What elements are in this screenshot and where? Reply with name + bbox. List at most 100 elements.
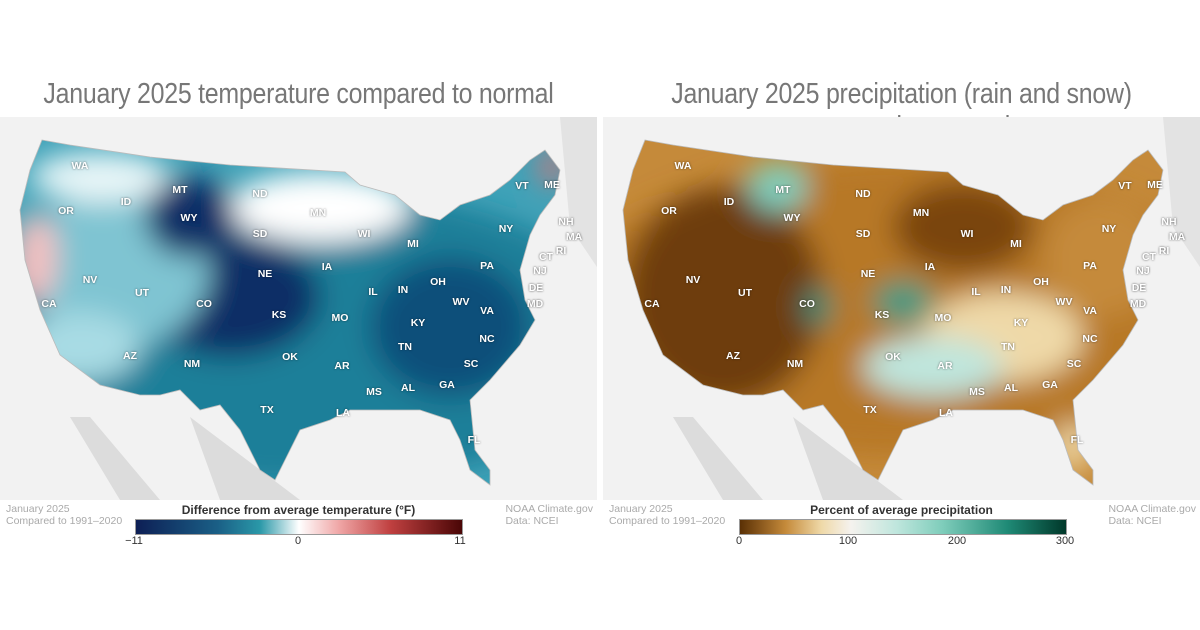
credit-text: NOAA Climate.gov — [1108, 503, 1196, 515]
state-label-nc: NC — [1082, 333, 1098, 345]
state-label-nh: NH — [558, 216, 574, 228]
state-label-ms: MS — [366, 386, 382, 398]
state-label-nj: NJ — [533, 265, 547, 277]
state-label-nm: NM — [786, 358, 804, 370]
precipitation-tick: 200 — [947, 535, 967, 547]
us-outline — [622, 139, 1164, 486]
anomaly-field — [623, 140, 1163, 485]
credit-text: NOAA Climate.gov — [505, 503, 593, 515]
state-label-mn: MN — [912, 207, 930, 219]
state-label-id: ID — [723, 196, 735, 208]
precipitation-tick: 0 — [735, 535, 743, 547]
state-label-oh: OH — [430, 276, 446, 288]
us-map-svg — [622, 117, 1200, 500]
anomaly-region — [20, 212, 57, 302]
state-label-fl: FL — [1070, 434, 1084, 446]
state-label-tx: TX — [863, 404, 877, 416]
precipitation-map: WA OR ID MT WY ND SD MN WI MI IA NE NV UT CO KS MO IL IN OH… — [603, 117, 1200, 500]
state-label-ga: GA — [1042, 379, 1058, 391]
state-label-me: ME — [544, 179, 560, 191]
state-label-de: DE — [1131, 282, 1147, 294]
state-label-ne: NE — [860, 268, 876, 280]
state-label-ne: NE — [257, 268, 273, 280]
state-label-az: AZ — [726, 350, 740, 362]
state-label-ok: OK — [282, 351, 298, 363]
state-label-co: CO — [196, 298, 212, 310]
state-label-mt: MT — [172, 184, 188, 196]
state-label-ct: CT — [539, 251, 553, 263]
state-label-fl: FL — [467, 434, 481, 446]
anomaly-region — [30, 152, 170, 202]
mexico-land — [673, 417, 903, 500]
state-label-me: ME — [1147, 179, 1163, 191]
state-label-ia: IA — [321, 261, 333, 273]
state-label-mo: MO — [934, 312, 952, 324]
state-label-wa: WA — [674, 160, 692, 172]
state-label-ut: UT — [135, 287, 149, 299]
state-label-ok: OK — [885, 351, 901, 363]
state-label-wa: WA — [71, 160, 89, 172]
baseline-text: Compared to 1991–2020 — [609, 515, 726, 527]
state-label-al: AL — [1004, 382, 1018, 394]
mexico-land — [70, 417, 300, 500]
state-label-nv: NV — [685, 274, 701, 286]
state-label-tn: TN — [1001, 341, 1015, 353]
anomaly-region — [370, 257, 530, 397]
state-label-ga: GA — [439, 379, 455, 391]
canada-land — [560, 117, 597, 267]
state-label-ny: NY — [1101, 223, 1117, 235]
anomaly-region — [145, 177, 235, 257]
state-label-az: AZ — [123, 350, 137, 362]
state-label-ri: RI — [1158, 245, 1170, 257]
temperature-title: January 2025 temperature compared to nor… — [43, 78, 554, 110]
anomaly-region — [748, 162, 808, 212]
state-label-ca: CA — [41, 298, 57, 310]
state-label-al: AL — [401, 382, 415, 394]
temperature-map: WA OR ID MT WY ND SD MN WI MI IA NE NV UT CO KS MO IL IN OH… — [0, 117, 597, 500]
anomaly-region — [1055, 422, 1091, 472]
temperature-date-note: January 2025 Compared to 1991–2020 — [6, 503, 122, 527]
state-label-vt: VT — [1118, 180, 1132, 192]
state-label-nc: NC — [479, 333, 495, 345]
state-label-mt: MT — [775, 184, 791, 196]
state-label-ut: UT — [738, 287, 752, 299]
state-label-mn: MN — [309, 207, 327, 219]
precipitation-legend-title: Percent of average precipitation — [810, 503, 993, 517]
state-label-nv: NV — [82, 274, 98, 286]
state-label-ar: AR — [937, 360, 953, 372]
state-label-vt: VT — [515, 180, 529, 192]
state-label-ky: KY — [1013, 317, 1029, 329]
state-label-nj: NJ — [1136, 265, 1150, 277]
temperature-tick: 0 — [294, 535, 302, 547]
state-label-wv: WV — [1055, 296, 1073, 308]
precipitation-panel: January 2025 precipitation (rain and sno… — [603, 0, 1200, 630]
state-label-de: DE — [528, 282, 544, 294]
state-label-nd: ND — [252, 188, 268, 200]
state-label-il: IL — [368, 286, 378, 298]
state-label-wy: WY — [180, 212, 198, 224]
state-label-la: LA — [336, 407, 350, 419]
state-label-tn: TN — [398, 341, 412, 353]
state-label-co: CO — [799, 298, 815, 310]
state-label-va: VA — [1083, 305, 1097, 317]
state-label-or: OR — [661, 205, 677, 217]
state-label-md: MD — [526, 298, 544, 310]
state-label-sd: SD — [855, 228, 871, 240]
anomaly-region — [873, 282, 933, 322]
temperature-tick: −11 — [125, 535, 143, 547]
state-label-wi: WI — [960, 228, 974, 240]
state-label-or: OR — [58, 205, 74, 217]
precipitation-tick: 300 — [1055, 535, 1075, 547]
source-text: Data: NCEI — [505, 515, 559, 527]
state-label-va: VA — [480, 305, 494, 317]
temperature-credit: NOAA Climate.gov Data: NCEI — [505, 503, 593, 527]
state-label-mi: MI — [1010, 238, 1022, 250]
state-label-id: ID — [120, 196, 132, 208]
state-label-ma: MA — [1168, 231, 1186, 243]
precipitation-tick: 100 — [838, 535, 858, 547]
state-label-oh: OH — [1033, 276, 1049, 288]
temperature-tick: 11 — [454, 535, 466, 547]
precipitation-date-note: January 2025 Compared to 1991–2020 — [609, 503, 725, 527]
state-label-la: LA — [939, 407, 953, 419]
temperature-legend-title: Difference from average temperature (°F) — [181, 503, 416, 517]
